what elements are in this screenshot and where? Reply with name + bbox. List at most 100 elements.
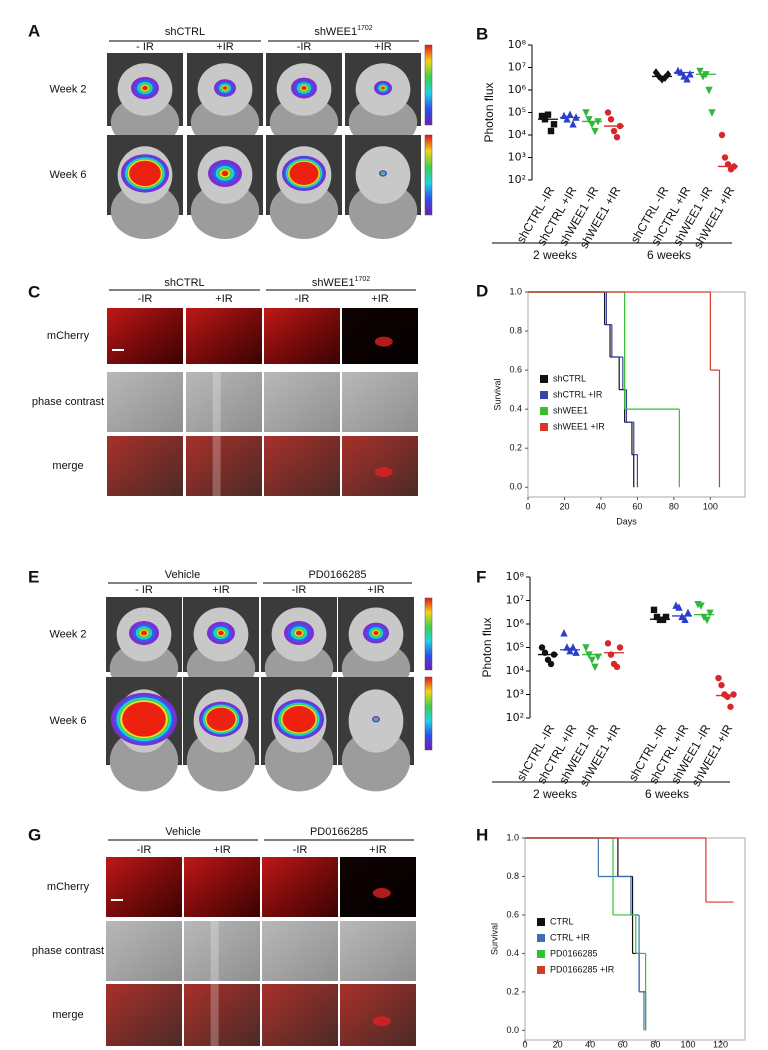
x-tick-label: 80: [650, 1039, 660, 1049]
signal: [206, 707, 236, 731]
micrograph-field: [184, 857, 260, 917]
bli-image: [187, 135, 263, 239]
signal: [129, 160, 161, 187]
data-point: [721, 154, 729, 161]
bli-image: [345, 135, 421, 239]
data-point: [572, 648, 580, 656]
micrograph: [264, 372, 340, 432]
data-point: [582, 644, 590, 652]
data-point: [547, 660, 555, 668]
group-header: Vehicle: [165, 569, 200, 581]
signal: [382, 172, 384, 175]
track: [210, 984, 219, 1046]
micrograph-field: [186, 436, 262, 496]
signal: [373, 630, 379, 636]
data-point: [588, 121, 596, 129]
data-point: [684, 608, 692, 616]
group-label: 2 weeks: [533, 787, 577, 801]
cell-cluster: [374, 336, 393, 347]
group-header: Vehicle: [165, 826, 200, 838]
micrograph: [342, 308, 418, 364]
micrograph-field: [342, 436, 418, 496]
legend-label: CTRL +IR: [550, 932, 590, 942]
y-tick-label: 0.2: [506, 986, 519, 996]
micrograph-field: [262, 984, 338, 1046]
micrograph-field: [264, 436, 340, 496]
signal: [142, 85, 148, 91]
condition-label: +IR: [215, 293, 232, 305]
legend-label: PD0166285 +IR: [550, 964, 615, 974]
group-name: shWEE1: [312, 277, 355, 289]
micrograph-field: [186, 308, 262, 364]
micrograph: [340, 984, 416, 1046]
group-superscript: 1702: [357, 25, 373, 32]
bli-image: [107, 135, 183, 239]
legend-label: PD0166285: [550, 948, 598, 958]
y-tick-label: 10⁶: [508, 83, 527, 96]
signal: [221, 170, 229, 177]
panel-letter: G: [28, 825, 41, 844]
y-tick-label: 10⁸: [508, 38, 527, 51]
condition-label: -IR: [138, 293, 153, 305]
y-tick-label: 10⁷: [506, 594, 524, 607]
micrograph: [342, 436, 418, 496]
row-label: Week 6: [49, 715, 86, 727]
data-point: [703, 616, 711, 625]
data-point: [591, 663, 599, 672]
y-tick-label: 10³: [508, 151, 526, 164]
signal: [222, 86, 228, 90]
condition-label: -IR: [295, 293, 310, 305]
data-point: [563, 115, 571, 123]
x-tick-label: 20: [553, 1039, 563, 1049]
data-point: [563, 643, 571, 651]
legend-swatch: [537, 918, 545, 926]
micrograph: [340, 857, 416, 917]
data-point: [569, 120, 577, 128]
micrograph: [186, 436, 262, 496]
bli-image: [106, 677, 182, 792]
micrograph-field: [186, 372, 262, 432]
data-point: [730, 691, 737, 698]
legend-swatch: [540, 407, 548, 415]
micrograph: [186, 372, 262, 432]
bli-image: [266, 53, 342, 148]
data-point: [547, 127, 555, 135]
x-tick-label: 120: [713, 1039, 728, 1049]
group-header: shCTRL: [164, 277, 204, 289]
y-tick-label: 1.0: [506, 832, 519, 842]
x-tick-label: 100: [680, 1039, 695, 1049]
color-scale: [424, 134, 433, 216]
panel-letter: B: [476, 24, 488, 43]
micrograph: [184, 857, 260, 917]
group-label: 6 weeks: [647, 248, 691, 262]
signal: [296, 630, 302, 636]
condition-label: +IR: [213, 844, 230, 856]
color-scale: [424, 44, 433, 126]
micrograph: [107, 308, 183, 364]
condition-label: +IR: [367, 584, 384, 596]
panel-letter: H: [476, 825, 488, 844]
condition-label: -IR: [137, 844, 152, 856]
signal: [282, 706, 316, 733]
y-axis-label: Photon flux: [482, 82, 496, 142]
micrograph: [264, 308, 340, 364]
legend-label: shWEE1 +IR: [553, 421, 605, 431]
micrograph: [107, 372, 183, 432]
panel-letter: A: [28, 21, 40, 40]
data-point: [705, 86, 713, 95]
condition-label: +IR: [371, 293, 388, 305]
row-label: merge: [52, 460, 83, 472]
micrograph-field: [184, 984, 260, 1046]
data-point: [588, 656, 596, 664]
data-point: [613, 133, 621, 141]
data-point: [696, 67, 704, 76]
micrograph-field: [106, 984, 182, 1046]
micrograph-field: [107, 436, 183, 496]
micrograph-field: [340, 984, 416, 1046]
micrograph: [342, 372, 418, 432]
y-tick-label: 0.8: [509, 325, 522, 335]
y-tick-label: 0.6: [506, 909, 519, 919]
micrograph: [107, 436, 183, 496]
data-point: [718, 681, 725, 689]
data-point: [566, 110, 574, 118]
